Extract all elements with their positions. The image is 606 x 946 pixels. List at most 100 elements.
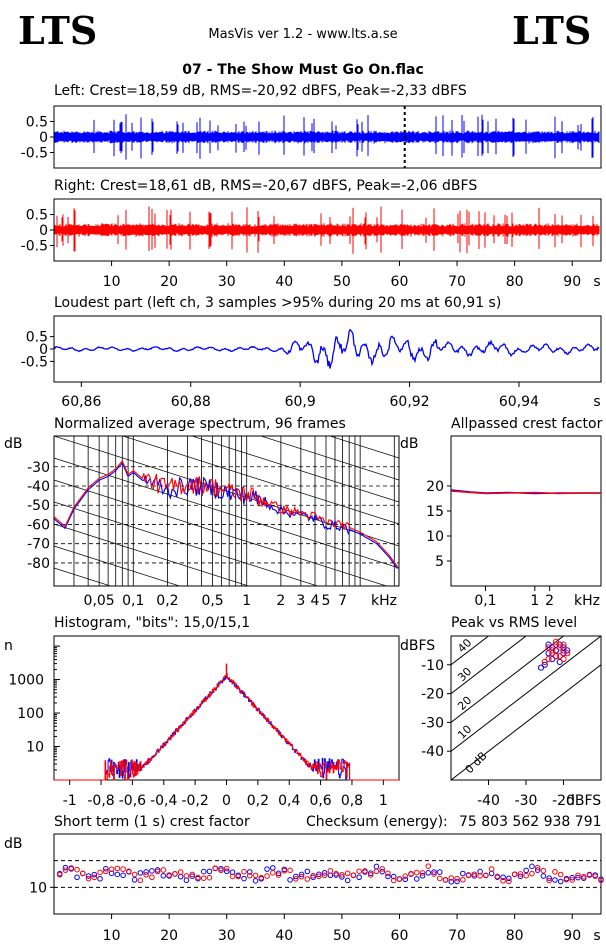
crest-short-point [327,867,334,874]
logo-right: LTS [512,8,591,53]
peak-rms-point [560,655,567,663]
histogram-ytick-label: 1000 [8,673,44,689]
left-waveform-ytick-label: -0.5 [21,146,48,162]
checksum-value: 75 803 562 938 791 [459,814,602,830]
spectrum-xtick-label: 0,1 [122,593,144,609]
crest-short-point [373,868,380,875]
crest-short-point [74,866,80,873]
peak-rms-point [552,653,560,660]
time-axis-label: 20 [160,274,178,290]
allpass-ytick-label: 15 [426,504,444,520]
peak-rms-point [556,658,563,666]
spectrum-xtick-label: 5 [322,593,331,609]
peak-rms-ylabel: dBFS [400,638,435,654]
crest-short-point [408,870,414,877]
crest-short-point [506,878,512,885]
crest-short-point [575,874,581,881]
crest-short-point [177,873,184,880]
crest-short-point [166,872,172,878]
crest-short-point [189,873,195,880]
crest-short-point [575,872,581,879]
spectrum-series-right [54,459,399,568]
checksum-label: Checksum (energy): [306,814,448,830]
allpass-title: Allpassed crest factor [451,416,603,432]
crest-short-ylabel: dB [4,836,23,852]
peak-rms-point [549,655,556,663]
crest-short-xunit: s [593,928,600,944]
crest-short-point [344,870,351,877]
crest-short-point [91,874,98,881]
crest-short-point [79,870,86,877]
crest-short-point [137,870,144,876]
crest-short-point [540,873,547,879]
crest-short-point [327,872,334,879]
crest-short-point [436,869,443,875]
histogram-xtick-label: 0 [222,793,231,809]
crest-short-point [62,867,69,873]
peak-rms-point [549,650,556,657]
spectrum-slope-line [54,523,250,586]
histogram-xtick-label: -1 [63,793,77,809]
peak-rms-point [545,641,552,648]
crest-short-point [552,868,558,875]
crest-short-point [189,871,195,878]
crest-short-point [436,875,443,882]
left-waveform-ytick-label: 0 [39,130,48,146]
crest-short-point [120,872,126,879]
time-axis-label: 60 [391,274,409,290]
crest-short-point [379,866,386,872]
crest-short-point [97,869,103,876]
crest-short-point [206,874,213,881]
allpass-series-right [450,490,601,495]
crest-short-point [500,877,506,884]
crest-short-point [390,873,397,880]
peak-rms-ytick-label: -40 [421,744,444,760]
crest-short-point [402,876,409,883]
histogram-xtick-label: -0,8 [87,793,114,809]
allpass-ytick-label: 10 [426,529,444,545]
crest-short-point [316,871,322,878]
crest-short-point [506,875,512,882]
crest-short-point [298,873,305,880]
time-axis-label: 70 [448,274,466,290]
crest-short-point [246,872,253,879]
crest-short-point [419,870,426,876]
crest-short-point [218,867,224,874]
crest-short-point [500,874,506,881]
peak-rms-xlabel: dBFS [566,793,601,809]
peak-rms-ytick-label: -20 [421,687,444,703]
loudest-xunit: s [593,394,600,410]
crest-short-point [114,871,121,878]
crest-short-point [293,876,299,882]
logo-left: LTS [18,8,97,53]
peak-rms-point [537,664,545,671]
crest-short-point [344,877,351,884]
spectrum-xunit: kHz [371,593,397,609]
loudest-xtick-label: 60,88 [171,394,211,410]
crest-short-point [540,867,547,874]
crest-short-xtick-label: 20 [160,928,178,944]
crest-short-point [454,875,460,882]
crest-short-point [103,868,109,875]
spectrum-slope-line [328,436,399,459]
crest-short-point [103,865,109,872]
crest-short-point [460,876,466,883]
crest-short-point [529,863,535,870]
crest-short-point [252,872,259,879]
crest-short-point [56,871,63,878]
crest-short-point [241,868,247,875]
spectrum-slope-line [54,634,399,744]
crest-short-point [546,877,552,884]
crest-short-point [356,868,362,875]
crest-short-point [298,871,305,878]
histogram-ytick-label: 10 [26,740,44,756]
crest-short-point [108,866,115,873]
crest-short-point [85,875,92,882]
peak-rms-point [560,641,567,648]
crest-short-point [477,873,483,879]
peak-rms-diagonal-label: 30 [455,665,474,684]
loudest-part-title: Loudest part (left ch, 3 samples >95% du… [54,295,501,311]
crest-short-point [454,878,460,885]
crest-short-point [356,874,362,881]
